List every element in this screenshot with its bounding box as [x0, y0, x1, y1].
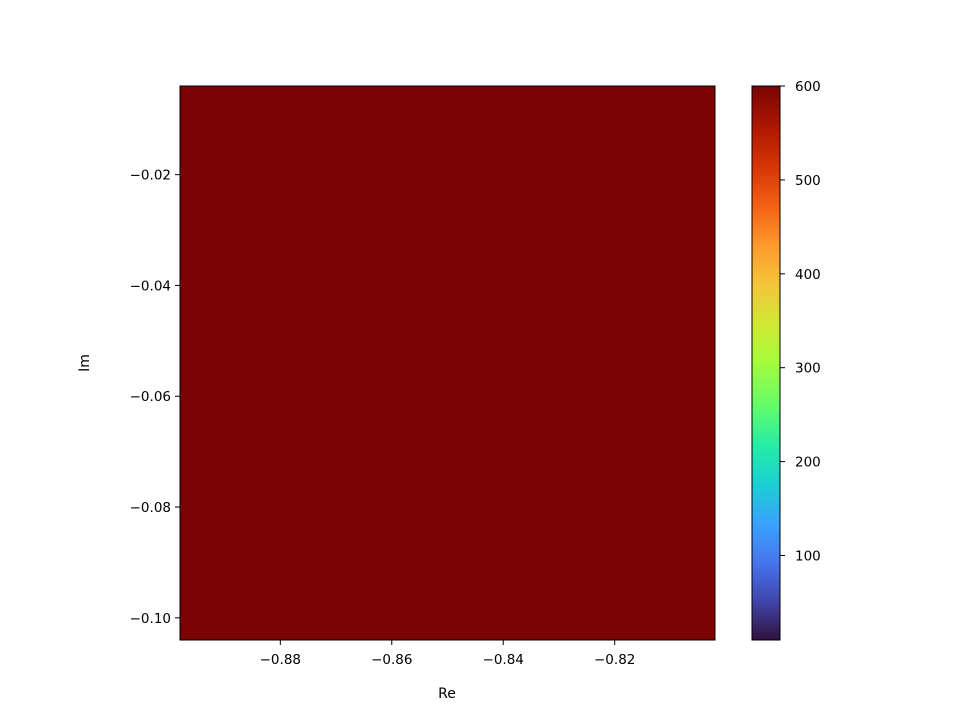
heatmap-image — [180, 86, 715, 640]
y-tick-label: −0.08 — [130, 500, 171, 516]
colorbar-ticks: 100 200 300 400 500 600 — [780, 79, 821, 564]
x-tick-label: −0.84 — [483, 652, 524, 668]
plot-area — [179, 85, 716, 641]
x-axis-label: Re — [438, 686, 456, 702]
y-tick-label: −0.10 — [130, 611, 171, 627]
colorbar-gradient — [752, 86, 780, 640]
colorbar-tick-label: 300 — [795, 361, 821, 377]
colorbar: 100 200 300 400 500 600 — [751, 79, 821, 641]
y-tick-label: −0.04 — [130, 278, 171, 294]
y-axis-label: Im — [77, 354, 93, 372]
plot-frame — [179, 85, 716, 641]
x-tick-label: −0.88 — [260, 652, 301, 668]
colorbar-frame — [751, 85, 781, 641]
colorbar-tick-label: 200 — [795, 455, 821, 471]
colorbar-tick-label: 400 — [795, 267, 821, 283]
colorbar-tick-label: 500 — [795, 173, 821, 189]
x-tick-label: −0.86 — [371, 652, 412, 668]
colorbar-tick-label: 100 — [795, 548, 821, 564]
x-tick-label: −0.82 — [594, 652, 635, 668]
y-tick-label: −0.06 — [130, 389, 171, 405]
colorbar-tick-label: 600 — [795, 79, 821, 95]
x-axis: −0.88 −0.86 −0.84 −0.82 — [260, 640, 635, 668]
y-axis: −0.02 −0.04 −0.06 −0.08 −0.10 — [130, 168, 180, 627]
y-tick-label: −0.02 — [130, 168, 171, 184]
